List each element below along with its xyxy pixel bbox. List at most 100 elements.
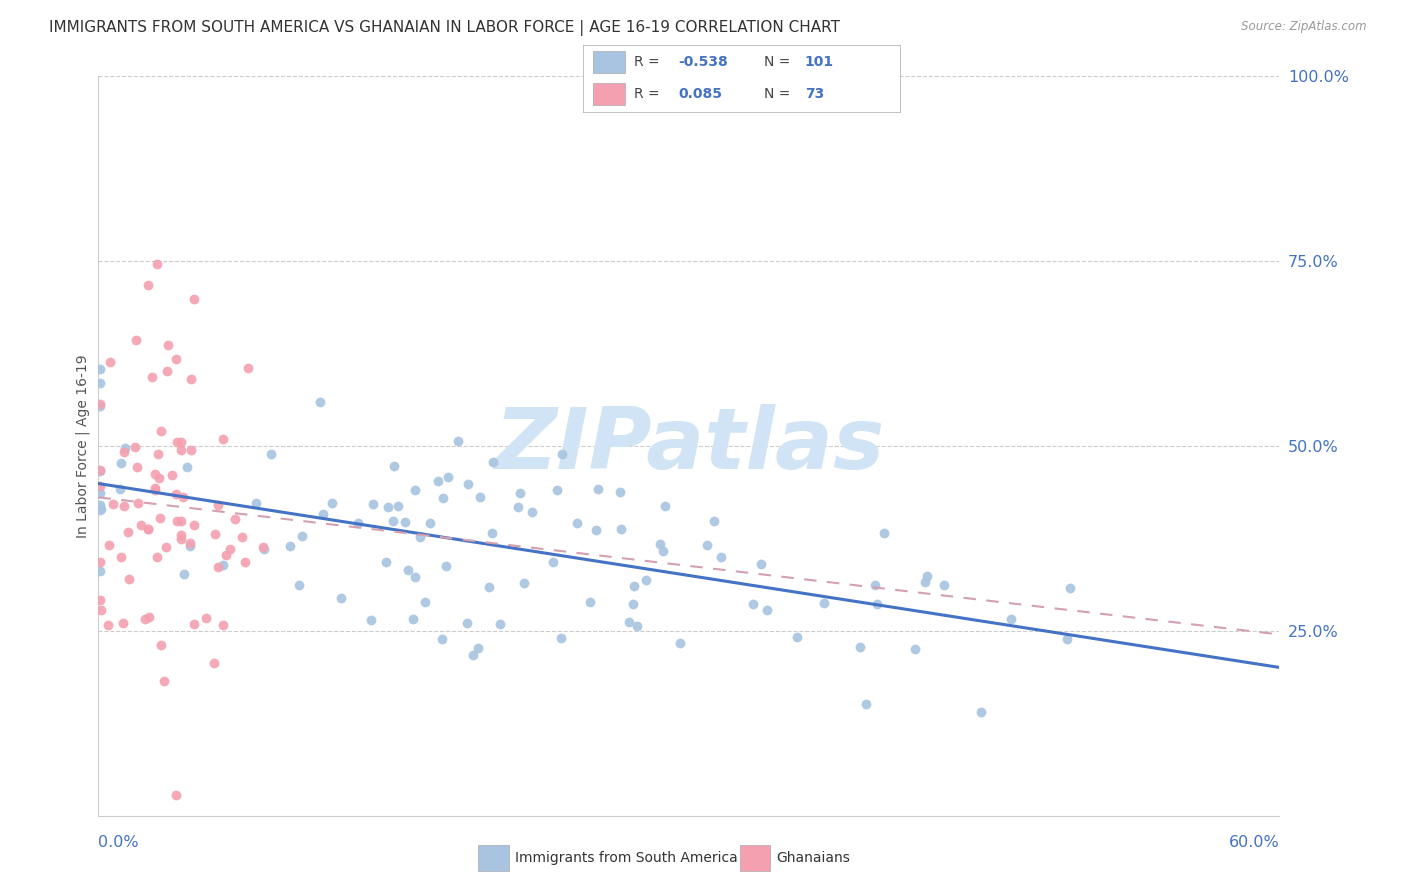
Point (447, 434, 470, 449)
Point (89, 555, 111, 569)
Point (153, 674, 176, 689)
Point (626, 618, 648, 632)
Point (513, 576, 536, 591)
Point (89, 464, 111, 478)
Point (89, 499, 111, 513)
Point (550, 631, 572, 645)
Point (117, 525, 139, 540)
Point (430, 632, 453, 647)
Point (648, 537, 671, 551)
Text: R =: R = (634, 87, 664, 101)
Point (166, 434, 188, 449)
Point (609, 485, 631, 500)
Point (165, 487, 187, 501)
Point (110, 482, 132, 496)
Point (114, 445, 136, 459)
Point (146, 447, 169, 461)
Point (915, 569, 938, 583)
Point (669, 636, 692, 650)
Point (89, 592, 111, 607)
Point (347, 516, 370, 530)
Point (245, 495, 267, 509)
Point (118, 572, 141, 586)
Point (404, 570, 426, 584)
Point (112, 500, 135, 514)
Point (696, 537, 718, 551)
Text: 0.0%: 0.0% (98, 835, 139, 850)
Text: Ghanaians: Ghanaians (776, 851, 851, 865)
Point (419, 516, 441, 531)
Point (253, 542, 276, 557)
Point (156, 364, 179, 378)
Point (114, 441, 136, 455)
Point (103, 497, 125, 511)
Point (588, 482, 610, 496)
FancyBboxPatch shape (478, 846, 509, 871)
FancyBboxPatch shape (593, 51, 624, 73)
Point (865, 578, 887, 592)
Point (509, 485, 531, 500)
Point (932, 577, 955, 591)
Y-axis label: In Labor Force | Age 16-19: In Labor Force | Age 16-19 (76, 354, 90, 538)
Text: -0.538: -0.538 (678, 54, 728, 69)
Point (195, 611, 218, 625)
Point (110, 456, 132, 470)
Point (489, 617, 512, 632)
Point (481, 455, 503, 469)
Point (90, 502, 112, 516)
Point (233, 555, 256, 569)
Point (134, 612, 156, 626)
Point (212, 433, 235, 447)
Point (170, 435, 193, 450)
Point (402, 611, 425, 625)
Point (97, 618, 120, 632)
Text: R =: R = (634, 54, 664, 69)
Point (903, 642, 925, 657)
Point (361, 497, 384, 511)
Point (461, 648, 484, 662)
Point (308, 395, 330, 409)
Point (138, 609, 160, 624)
Point (170, 443, 193, 458)
Point (652, 544, 675, 558)
Point (374, 555, 396, 569)
Point (585, 523, 607, 537)
Point (457, 476, 479, 491)
Text: IMMIGRANTS FROM SOUTH AMERICA VS GHANAIAN IN LABOR FORCE | AGE 16-19 CORRELATION: IMMIGRANTS FROM SOUTH AMERICA VS GHANAIA… (49, 20, 841, 36)
Point (89, 397, 111, 411)
Point (165, 788, 187, 802)
Point (541, 555, 564, 569)
Text: N =: N = (763, 87, 794, 101)
Text: 60.0%: 60.0% (1229, 835, 1279, 850)
Point (111, 616, 134, 631)
Point (970, 705, 993, 719)
Point (215, 549, 238, 563)
Point (169, 532, 191, 546)
Point (207, 559, 229, 574)
Point (321, 496, 343, 510)
Point (173, 567, 195, 582)
Point (176, 459, 198, 474)
Point (129, 517, 152, 532)
FancyBboxPatch shape (740, 846, 770, 871)
Point (143, 483, 166, 498)
Point (179, 536, 201, 550)
Point (146, 549, 169, 564)
Point (434, 558, 457, 573)
Point (224, 512, 246, 526)
Point (207, 498, 229, 512)
Point (89, 486, 111, 500)
Point (252, 541, 274, 555)
Point (219, 542, 242, 557)
Point (749, 557, 772, 571)
Point (849, 640, 872, 654)
Point (456, 615, 478, 630)
Point (703, 514, 725, 528)
Point (125, 459, 148, 474)
Point (183, 617, 205, 632)
Point (617, 615, 640, 629)
Text: Immigrants from South America: Immigrants from South America (515, 851, 737, 865)
Point (404, 483, 426, 498)
Point (98, 355, 121, 369)
Text: 73: 73 (804, 87, 824, 101)
